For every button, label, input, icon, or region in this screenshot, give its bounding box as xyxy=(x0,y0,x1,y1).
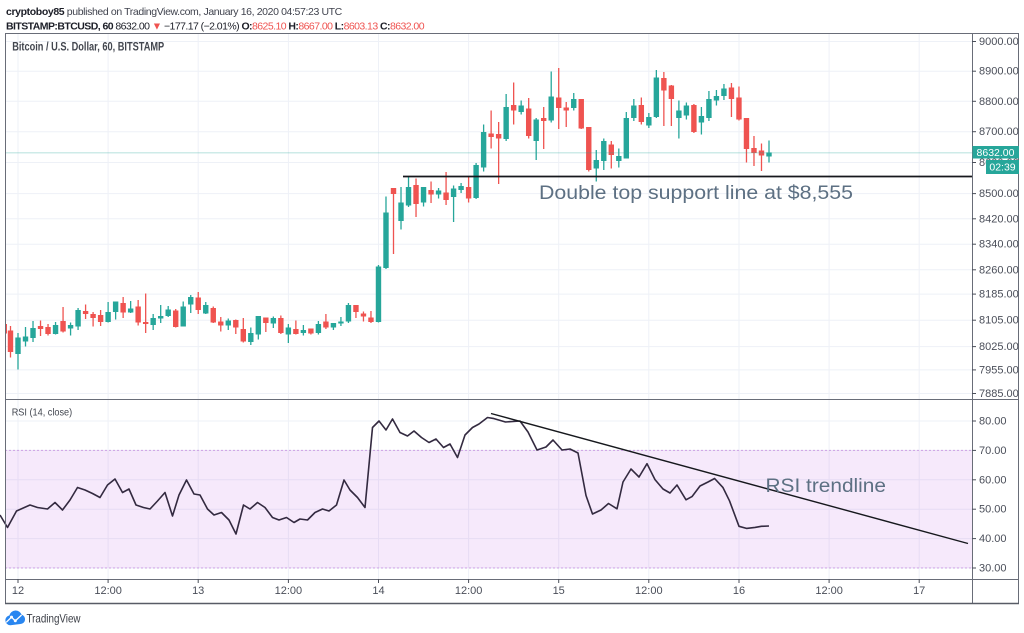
svg-text:13: 13 xyxy=(192,585,204,597)
svg-text:12:00: 12:00 xyxy=(275,585,303,597)
svg-text:14: 14 xyxy=(372,585,384,597)
svg-text:12:00: 12:00 xyxy=(815,585,843,597)
svg-text:7885.00: 7885.00 xyxy=(979,388,1019,400)
svg-text:12:00: 12:00 xyxy=(635,585,663,597)
svg-text:9000.00: 9000.00 xyxy=(979,36,1019,48)
svg-text:40.00: 40.00 xyxy=(979,533,1007,545)
svg-text:12: 12 xyxy=(12,585,24,597)
svg-text:8700.00: 8700.00 xyxy=(979,126,1019,138)
svg-text:8800.00: 8800.00 xyxy=(979,96,1019,108)
svg-text:02:39: 02:39 xyxy=(989,162,1015,174)
svg-text:8185.00: 8185.00 xyxy=(979,289,1019,301)
svg-text:Bitcoin / U.S. Dollar, 60, BIT: Bitcoin / U.S. Dollar, 60, BITSTAMP xyxy=(12,40,164,54)
svg-text:8340.00: 8340.00 xyxy=(979,239,1019,251)
svg-text:15: 15 xyxy=(553,585,565,597)
svg-text:60.00: 60.00 xyxy=(979,474,1007,486)
svg-text:BITSTAMP:BTCUSD, 60 8632.00 ▼: BITSTAMP:BTCUSD, 60 8632.00 ▼ −177.17 (−… xyxy=(6,21,425,33)
svg-text:80.00: 80.00 xyxy=(979,416,1007,428)
svg-text:cryptoboy85 published on Tradi: cryptoboy85 published on TradingView.com… xyxy=(6,6,343,18)
svg-text:8260.00: 8260.00 xyxy=(979,264,1019,276)
svg-text:8105.00: 8105.00 xyxy=(979,315,1019,327)
svg-text:RSI (14, close): RSI (14, close) xyxy=(12,407,72,419)
svg-text:70.00: 70.00 xyxy=(979,445,1007,457)
svg-text:50.00: 50.00 xyxy=(979,504,1007,516)
svg-text:TradingView: TradingView xyxy=(27,612,81,626)
svg-text:30.00: 30.00 xyxy=(979,563,1007,575)
svg-text:12:00: 12:00 xyxy=(94,585,122,597)
svg-text:17: 17 xyxy=(913,585,925,597)
svg-text:8632.00: 8632.00 xyxy=(977,147,1015,159)
svg-text:8900.00: 8900.00 xyxy=(979,66,1019,78)
svg-text:12:00: 12:00 xyxy=(455,585,483,597)
svg-text:8025.00: 8025.00 xyxy=(979,341,1019,353)
svg-text:RSI trendline: RSI trendline xyxy=(766,475,887,497)
svg-text:Double top support line at $8,: Double top support line at $8,555 xyxy=(539,182,853,204)
svg-text:8500.00: 8500.00 xyxy=(979,188,1019,200)
svg-text:8420.00: 8420.00 xyxy=(979,213,1019,225)
svg-text:16: 16 xyxy=(733,585,745,597)
svg-text:7955.00: 7955.00 xyxy=(979,364,1019,376)
